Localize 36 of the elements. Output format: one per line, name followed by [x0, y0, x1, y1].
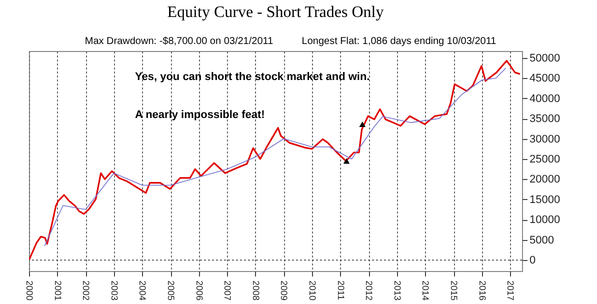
x-tick-label: 2003	[109, 280, 120, 301]
y-tick-label: 45000	[530, 72, 560, 85]
x-tick-label: 2011	[336, 280, 346, 300]
x-tick-label: 2015	[449, 280, 460, 301]
x-tick-label: 2005	[166, 280, 176, 301]
line-series	[29, 60, 521, 261]
chart-title: Equity Curve - Short Trades Only	[167, 4, 384, 21]
text: Max Drawdown: -$8,700.00 on 03/21/2011	[84, 36, 274, 47]
y-tick-label: 15000	[530, 194, 560, 206]
x-tick-label: 2002	[81, 280, 92, 301]
annotation: Yes, you can short the stock market and win.	[135, 71, 370, 83]
x-tick-label: 2014	[420, 280, 431, 301]
y-tick-label: 25000	[530, 153, 560, 166]
x-tick-label: 2009	[279, 280, 290, 301]
x-tick-label: 2008	[250, 280, 261, 301]
x-tick-label: 2012	[364, 280, 374, 301]
x-tick-label: 2007	[222, 280, 233, 301]
x-tick-label: 2006	[194, 280, 204, 301]
y-tick-label: 10000	[530, 214, 560, 226]
y-tick-label: 20000	[530, 174, 560, 186]
y-tick-label: 0	[530, 254, 536, 267]
x-tick-label: 2013	[392, 280, 402, 301]
x-tick-label: 2001	[52, 280, 63, 301]
y-tick-label: 30000	[530, 133, 560, 146]
annotation: A nearly impossible feat!	[135, 109, 265, 121]
text: Longest Flat: 1,086 days ending 10/03/2011	[302, 36, 497, 47]
y-tick-label: 5000	[530, 234, 554, 246]
line-series	[44, 68, 506, 246]
x-tick-label: 2017	[506, 280, 516, 301]
x-tick-label: 2010	[308, 280, 318, 301]
y-tick-label: 35000	[530, 113, 560, 126]
y-tick-label: 50000	[530, 52, 560, 64]
y-tick-label: 40000	[530, 92, 560, 105]
x-tick-label: 2000	[24, 280, 34, 301]
x-tick-label: 2004	[138, 280, 148, 301]
x-tick-label: 2016	[477, 280, 488, 301]
